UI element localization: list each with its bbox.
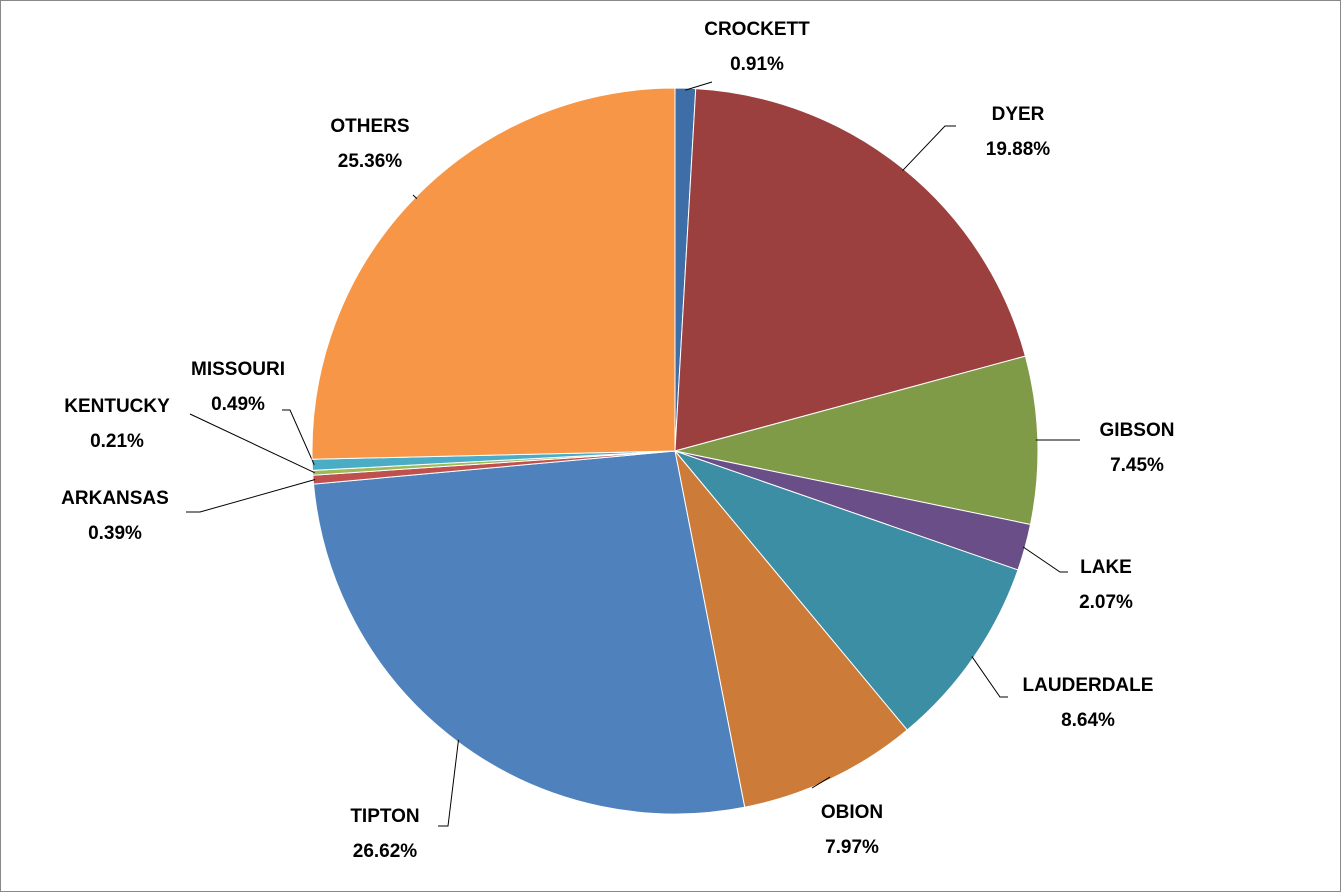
leader-line — [186, 479, 316, 513]
slice-value-label: 0.91% — [730, 54, 784, 75]
leader-line — [971, 656, 1008, 698]
slice-value-label: 7.45% — [1110, 455, 1164, 476]
pie-slice — [674, 450, 908, 808]
leader-line — [1022, 546, 1068, 573]
leader-line — [902, 125, 956, 172]
slice-value-label: 0.49% — [211, 394, 265, 415]
leader-line — [438, 739, 459, 827]
slice-value-label: 0.21% — [90, 431, 144, 452]
slice-label: CROCKETT — [704, 19, 810, 40]
slice-value-label: 8.64% — [1061, 710, 1115, 731]
slice-value-label: 7.97% — [825, 837, 879, 858]
leader-line — [685, 81, 713, 91]
slice-value-label: 25.36% — [338, 151, 403, 172]
pie-slice — [673, 449, 1019, 731]
slice-label: DYER — [992, 104, 1045, 125]
slice-value-label: 0.39% — [88, 523, 142, 544]
pie-slice — [312, 450, 746, 815]
slice-value-label: 19.88% — [986, 139, 1051, 160]
slice-label: GIBSON — [1100, 420, 1175, 441]
slice-label: OTHERS — [330, 116, 409, 137]
slice-label: OBION — [821, 802, 883, 823]
slice-label: ARKANSAS — [61, 488, 169, 509]
slice-value-label: 26.62% — [353, 841, 418, 862]
leader-line — [189, 413, 315, 474]
leader-line — [811, 776, 831, 789]
leader-line — [412, 194, 418, 200]
slice-label: TIPTON — [350, 806, 419, 827]
leader-line — [282, 409, 315, 465]
slice-label: LAUDERDALE — [1023, 675, 1154, 696]
slice-label: KENTUCKY — [64, 396, 170, 417]
slice-label: LAKE — [1080, 557, 1132, 578]
slice-label: MISSOURI — [191, 359, 285, 380]
slice-value-label: 2.07% — [1079, 592, 1133, 613]
